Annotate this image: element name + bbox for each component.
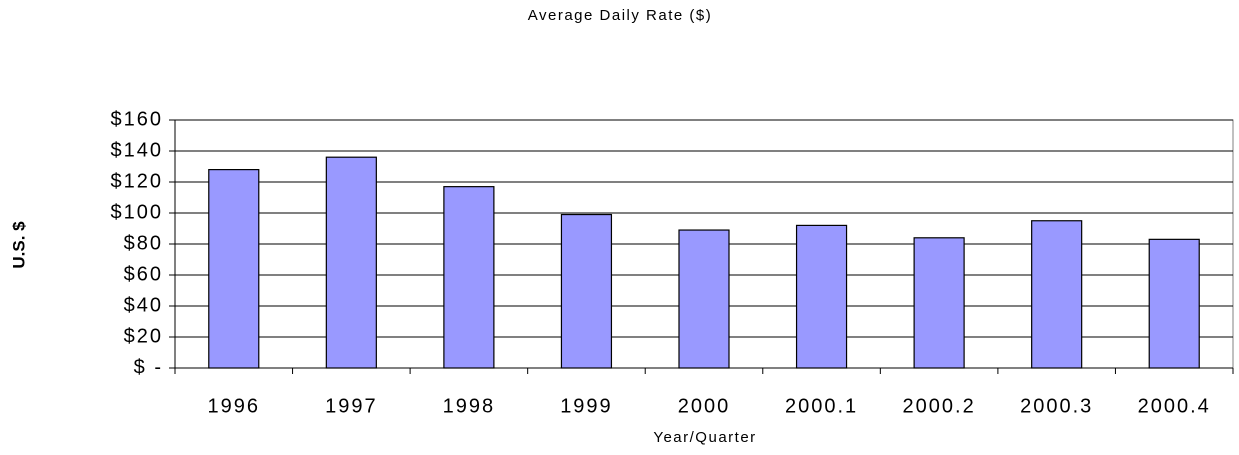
chart-title: Average Daily Rate ($) bbox=[528, 7, 712, 24]
x-tick-label: 1997 bbox=[325, 395, 378, 417]
bar bbox=[443, 186, 495, 369]
y-tick-label: $ - bbox=[134, 356, 163, 378]
x-tick-label: 2000.4 bbox=[1138, 395, 1211, 417]
bar bbox=[208, 169, 260, 369]
bar bbox=[678, 229, 730, 369]
x-tick-label: 1996 bbox=[208, 395, 261, 417]
y-tick-label: $60 bbox=[124, 263, 163, 285]
bar bbox=[1148, 238, 1200, 369]
y-tick-label: $80 bbox=[124, 232, 163, 254]
y-tick-label: $160 bbox=[111, 108, 164, 130]
y-tick-label: $140 bbox=[111, 139, 164, 161]
bar bbox=[325, 156, 377, 369]
x-axis-title: Year/Quarter bbox=[653, 429, 756, 446]
bar bbox=[560, 213, 613, 369]
bar bbox=[1031, 220, 1083, 369]
y-tick-label: $40 bbox=[124, 294, 163, 316]
y-tick-label: $100 bbox=[111, 201, 164, 223]
y-tick-label: $20 bbox=[124, 325, 163, 347]
x-tick-label: 2000 bbox=[678, 395, 731, 417]
y-axis-title: U.S. $ bbox=[9, 221, 28, 269]
x-tick-label: 2000.3 bbox=[1020, 395, 1093, 417]
x-tick-label: 1998 bbox=[443, 395, 496, 417]
x-tick-label: 2000.2 bbox=[903, 395, 976, 417]
x-tick-label: 2000.1 bbox=[785, 395, 858, 417]
bar bbox=[795, 224, 848, 369]
y-tick-label: $120 bbox=[111, 170, 164, 192]
bar bbox=[913, 237, 965, 369]
x-tick-label: 1999 bbox=[560, 395, 613, 417]
